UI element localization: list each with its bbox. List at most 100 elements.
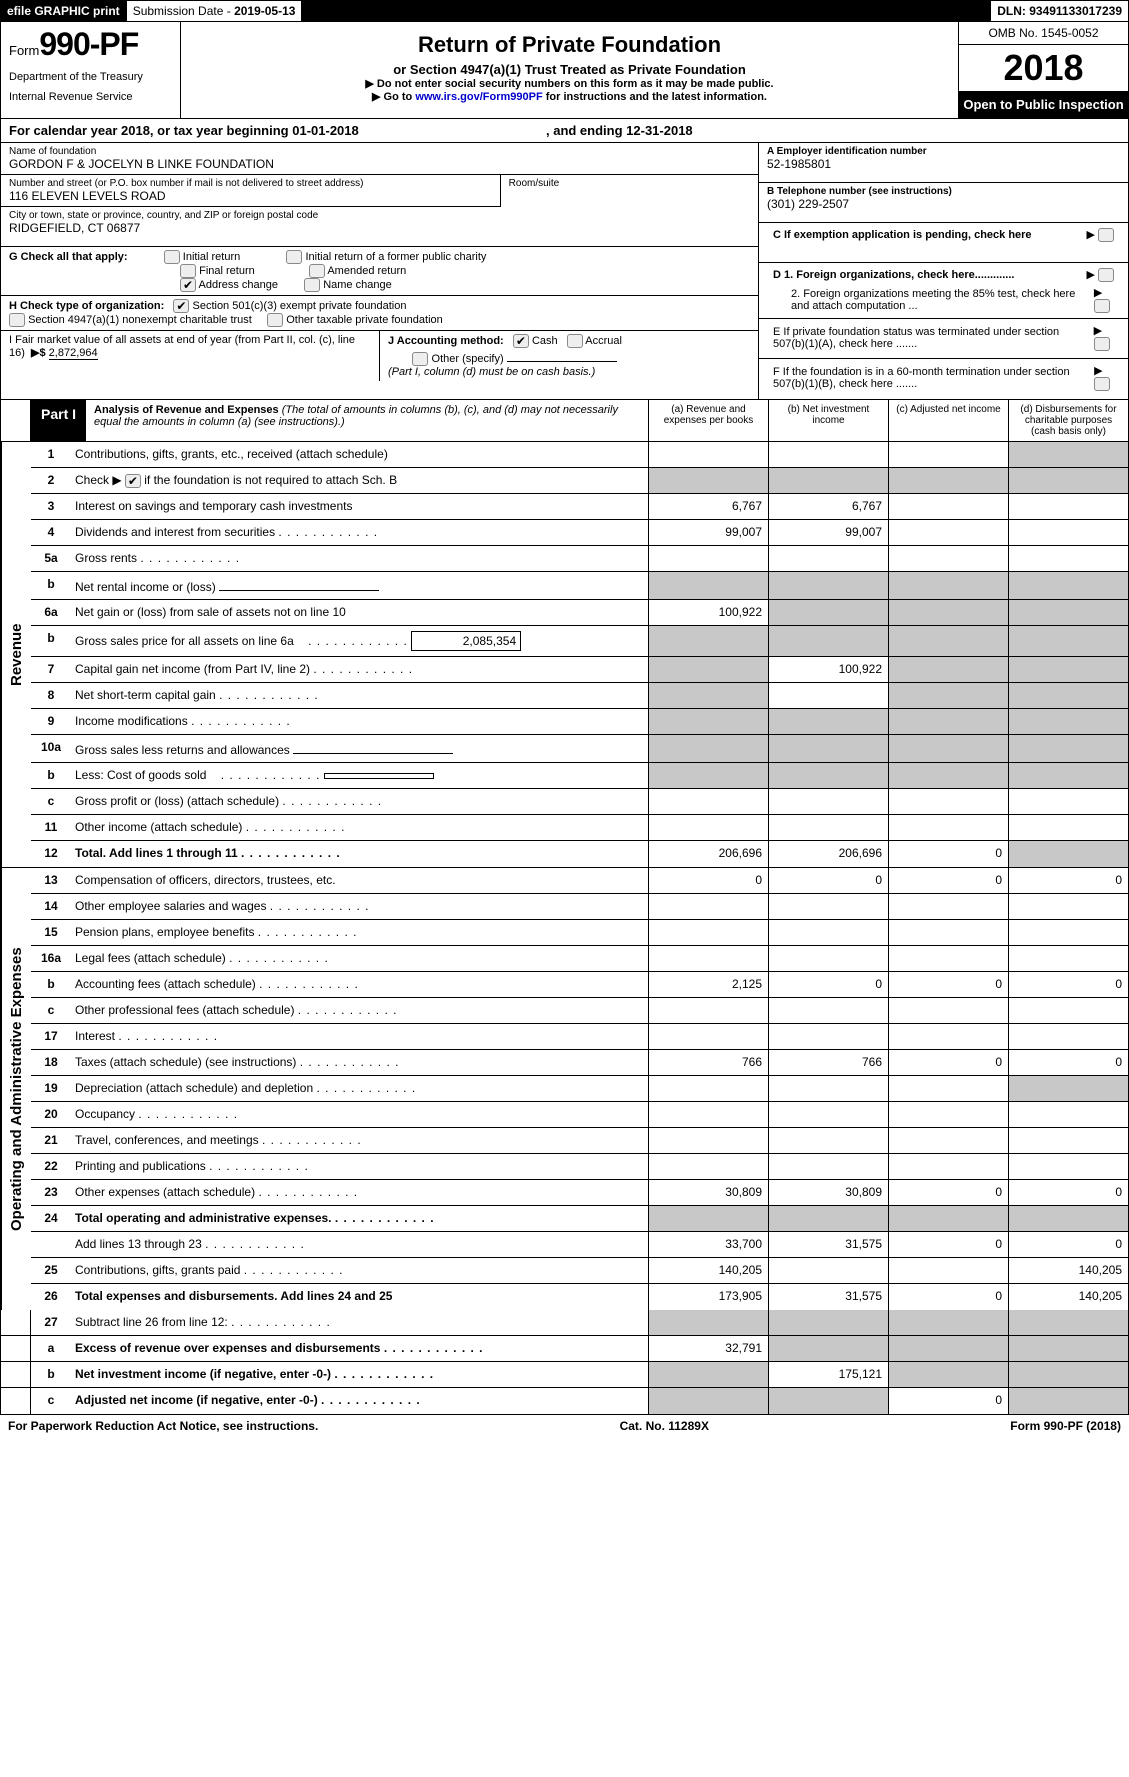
expenses-side-label: Operating and Administrative Expenses	[1, 868, 31, 1310]
part1-header: Part I Analysis of Revenue and Expenses …	[0, 400, 1129, 442]
chk-e[interactable]	[1094, 337, 1110, 351]
omb-number: OMB No. 1545-0052	[959, 22, 1128, 45]
irs-link[interactable]: www.irs.gov/Form990PF	[415, 91, 542, 103]
chk-accrual[interactable]	[567, 334, 583, 348]
form-title: Return of Private Foundation	[187, 32, 952, 58]
table-row: bLess: Cost of goods sold	[31, 763, 1128, 789]
chk-d1[interactable]	[1098, 268, 1114, 282]
submission-date: Submission Date - 2019-05-13	[127, 1, 303, 21]
table-row: 25Contributions, gifts, grants paid 140,…	[31, 1258, 1128, 1284]
chk-address-change[interactable]	[180, 278, 196, 292]
chk-501c3[interactable]	[173, 299, 189, 313]
paperwork-notice: For Paperwork Reduction Act Notice, see …	[8, 1419, 318, 1433]
col-a-header: (a) Revenue and expenses per books	[648, 400, 768, 441]
room-suite: Room/suite	[500, 175, 758, 207]
box-c-exemption: C If exemption application is pending, c…	[759, 223, 1128, 263]
form-subtitle: or Section 4947(a)(1) Trust Treated as P…	[187, 62, 952, 77]
box-h: H Check type of organization: Section 50…	[1, 296, 758, 331]
table-row: 18Taxes (attach schedule) (see instructi…	[31, 1050, 1128, 1076]
table-row: cAdjusted net income (if negative, enter…	[1, 1388, 1128, 1414]
table-row: Add lines 13 through 23 33,70031,57500	[31, 1232, 1128, 1258]
foundation-name: Name of foundation GORDON F & JOCELYN B …	[1, 143, 758, 175]
part1-desc: Analysis of Revenue and Expenses (The to…	[86, 400, 648, 441]
form-ref: Form 990-PF (2018)	[1010, 1419, 1121, 1433]
box-i: I Fair market value of all assets at end…	[1, 331, 379, 381]
chk-4947a1[interactable]	[9, 313, 25, 327]
box-a-ein: A Employer identification number 52-1985…	[759, 143, 1128, 183]
table-row: bAccounting fees (attach schedule) 2,125…	[31, 972, 1128, 998]
table-row: 6aNet gain or (loss) from sale of assets…	[31, 600, 1128, 626]
chk-name-change[interactable]	[304, 278, 320, 292]
chk-d2[interactable]	[1094, 299, 1110, 313]
table-row: 10aGross sales less returns and allowanc…	[31, 735, 1128, 763]
chk-f[interactable]	[1094, 377, 1110, 391]
col-b-header: (b) Net investment income	[768, 400, 888, 441]
page-footer: For Paperwork Reduction Act Notice, see …	[0, 1415, 1129, 1437]
goto-line: ▶ Go to www.irs.gov/Form990PF for instru…	[187, 90, 952, 103]
open-public: Open to Public Inspection	[959, 91, 1128, 118]
cat-no: Cat. No. 11289X	[620, 1419, 709, 1433]
chk-sch-b[interactable]	[125, 474, 141, 488]
revenue-side-label: Revenue	[1, 442, 31, 867]
street-address: Number and street (or P.O. box number if…	[1, 175, 500, 207]
table-row: 17Interest	[31, 1024, 1128, 1050]
tax-year: 2018	[959, 45, 1128, 91]
form-number: Form990-PF	[9, 26, 172, 63]
table-row: 7Capital gain net income (from Part IV, …	[31, 657, 1128, 683]
box-g: G Check all that apply: Initial return I…	[1, 247, 758, 296]
table-row: 21Travel, conferences, and meetings	[31, 1128, 1128, 1154]
form-header: Form990-PF Department of the Treasury In…	[0, 22, 1129, 119]
table-row: bNet rental income or (loss)	[31, 572, 1128, 600]
table-row: 1Contributions, gifts, grants, etc., rec…	[31, 442, 1128, 468]
dln: DLN: 93491133017239	[991, 1, 1128, 21]
box-e: E If private foundation status was termi…	[759, 319, 1128, 359]
col-d-header: (d) Disbursements for charitable purpose…	[1008, 400, 1128, 441]
table-row: 23Other expenses (attach schedule) 30,80…	[31, 1180, 1128, 1206]
box-f: F If the foundation is in a 60-month ter…	[759, 359, 1128, 399]
city-state-zip: City or town, state or province, country…	[1, 207, 758, 247]
irs: Internal Revenue Service	[9, 91, 172, 103]
table-row: 11Other income (attach schedule)	[31, 815, 1128, 841]
box-j: J Accounting method: Cash Accrual Other …	[379, 331, 758, 381]
info-block: Name of foundation GORDON F & JOCELYN B …	[0, 143, 1129, 400]
table-row: aExcess of revenue over expenses and dis…	[1, 1336, 1128, 1362]
chk-amended[interactable]	[309, 264, 325, 278]
table-row: 4Dividends and interest from securities …	[31, 520, 1128, 546]
dept-treasury: Department of the Treasury	[9, 71, 172, 83]
chk-initial-return[interactable]	[164, 250, 180, 264]
ssn-warning: ▶ Do not enter social security numbers o…	[187, 77, 952, 90]
chk-other-taxable[interactable]	[267, 313, 283, 327]
table-row: 9Income modifications	[31, 709, 1128, 735]
chk-cash[interactable]	[513, 334, 529, 348]
table-row: 26Total expenses and disbursements. Add …	[31, 1284, 1128, 1310]
col-c-header: (c) Adjusted net income	[888, 400, 1008, 441]
table-row: 15Pension plans, employee benefits	[31, 920, 1128, 946]
table-row: 14Other employee salaries and wages	[31, 894, 1128, 920]
table-row: 20Occupancy	[31, 1102, 1128, 1128]
table-row: 5aGross rents	[31, 546, 1128, 572]
table-row: bNet investment income (if negative, ent…	[1, 1362, 1128, 1388]
top-bar: efile GRAPHIC print Submission Date - 20…	[0, 0, 1129, 22]
box-d: D 1. Foreign organizations, check here..…	[759, 263, 1128, 319]
table-row: 2Check ▶ if the foundation is not requir…	[31, 468, 1128, 494]
chk-other-method[interactable]	[412, 352, 428, 366]
table-row: 27Subtract line 26 from line 12:	[1, 1310, 1128, 1336]
table-row: cGross profit or (loss) (attach schedule…	[31, 789, 1128, 815]
table-row: 22Printing and publications	[31, 1154, 1128, 1180]
chk-final-return[interactable]	[180, 264, 196, 278]
calendar-year-line: For calendar year 2018, or tax year begi…	[0, 119, 1129, 143]
efile-label: efile GRAPHIC print	[1, 1, 127, 21]
table-row: 12Total. Add lines 1 through 11 206,6962…	[31, 841, 1128, 867]
table-row: 16aLegal fees (attach schedule)	[31, 946, 1128, 972]
table-row: 13Compensation of officers, directors, t…	[31, 868, 1128, 894]
table-row: cOther professional fees (attach schedul…	[31, 998, 1128, 1024]
table-row: 3Interest on savings and temporary cash …	[31, 494, 1128, 520]
chk-initial-former[interactable]	[286, 250, 302, 264]
table-row: bGross sales price for all assets on lin…	[31, 626, 1128, 657]
revenue-table: Revenue 1Contributions, gifts, grants, e…	[0, 442, 1129, 1415]
chk-c[interactable]	[1098, 228, 1114, 242]
table-row: 24Total operating and administrative exp…	[31, 1206, 1128, 1232]
part1-label: Part I	[31, 400, 86, 441]
table-row: 8Net short-term capital gain	[31, 683, 1128, 709]
table-row: 19Depreciation (attach schedule) and dep…	[31, 1076, 1128, 1102]
